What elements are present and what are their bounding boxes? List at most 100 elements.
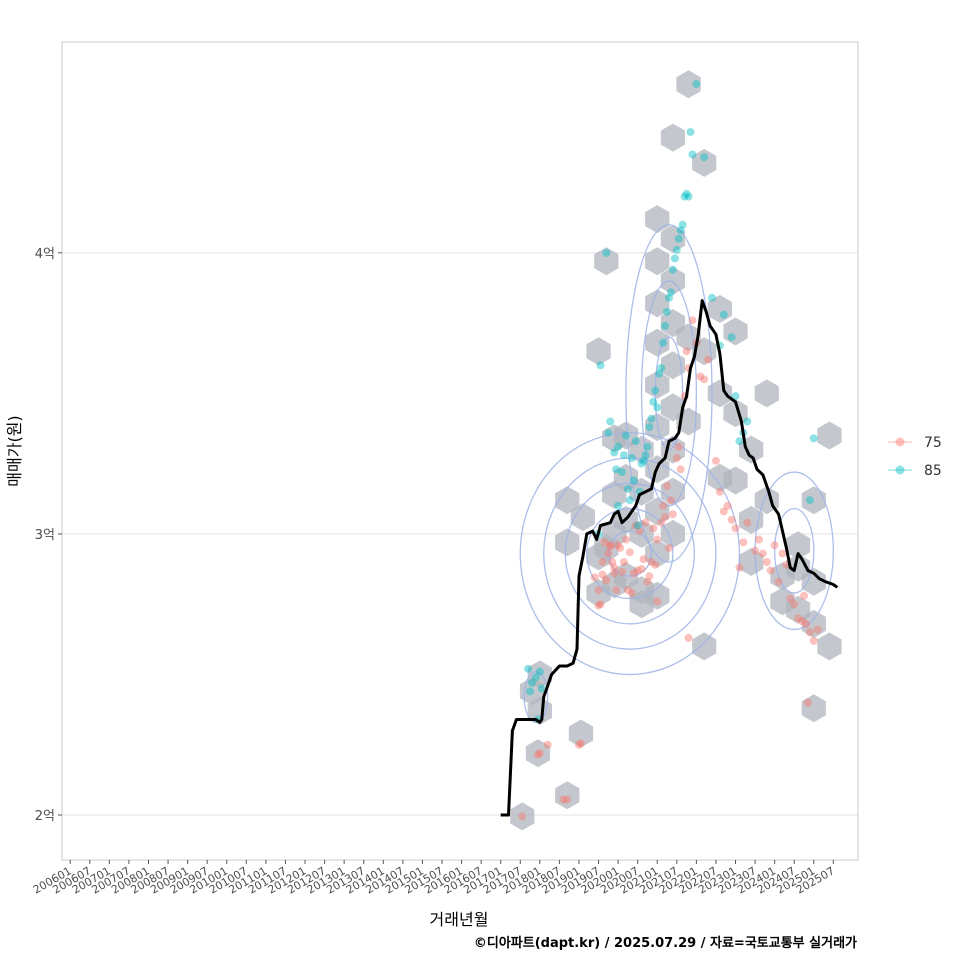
hexbin	[786, 531, 811, 560]
caption: ©디아파트(dapt.kr) / 2025.07.29 / 자료=국토교통부 실…	[474, 935, 857, 951]
point-75	[633, 566, 642, 575]
point-85	[688, 150, 697, 159]
y-tick-label: 3억	[35, 528, 55, 543]
hexbin	[586, 337, 611, 366]
point-75	[604, 549, 613, 558]
point-85	[645, 423, 654, 432]
hexbin	[801, 486, 826, 515]
density-contour	[754, 471, 834, 631]
point-85	[655, 369, 664, 378]
point-85	[614, 442, 623, 451]
hexbin	[770, 587, 795, 616]
point-75	[711, 456, 720, 465]
point-75	[758, 549, 767, 558]
point-75	[735, 563, 744, 572]
hexbin	[525, 739, 550, 768]
point-85	[649, 397, 658, 406]
point-85	[692, 80, 701, 89]
point-75	[647, 558, 656, 567]
y-tick-label: 4억	[35, 247, 55, 262]
hexbin	[555, 486, 580, 515]
point-75	[606, 542, 615, 551]
trend-line	[500, 299, 839, 817]
point-85	[606, 417, 615, 426]
point-75	[805, 628, 814, 637]
point-75	[643, 577, 652, 586]
hexbin	[817, 632, 842, 661]
point-75	[641, 518, 650, 527]
point-75	[600, 538, 609, 547]
point-85	[664, 293, 673, 302]
hexbin	[555, 781, 580, 810]
point-75	[619, 558, 628, 567]
legend-key-75	[895, 437, 905, 447]
hexbin	[692, 632, 717, 661]
hexbin	[676, 70, 701, 99]
point-75	[762, 558, 771, 567]
point-85	[526, 687, 535, 696]
point-85	[678, 220, 687, 229]
point-85	[639, 456, 648, 465]
point-75	[535, 749, 544, 758]
hexbin	[660, 123, 685, 152]
point-85	[653, 403, 662, 412]
point-75	[594, 586, 603, 595]
point-75	[602, 576, 611, 585]
point-85	[631, 437, 640, 446]
hexbin	[801, 694, 826, 723]
density-contour	[543, 457, 717, 650]
point-75	[598, 558, 607, 567]
point-85	[524, 664, 533, 673]
point-85	[633, 521, 642, 530]
point-75	[803, 698, 812, 707]
point-75	[659, 501, 668, 510]
point-75	[614, 541, 623, 550]
point-75	[813, 625, 822, 634]
hexbin	[723, 317, 748, 346]
hexbin	[801, 567, 826, 596]
point-85	[604, 428, 613, 437]
point-75	[766, 566, 775, 575]
x-axis-title: 거래년월	[430, 910, 489, 929]
hexbin	[723, 466, 748, 495]
point-75	[790, 600, 799, 609]
point-75	[700, 375, 709, 384]
density-contour	[773, 507, 815, 594]
point-85	[684, 192, 693, 201]
hexbin	[645, 247, 670, 276]
plot-panel	[62, 42, 858, 860]
point-85	[719, 310, 728, 319]
point-85	[612, 465, 621, 474]
hexbin	[645, 413, 670, 442]
point-85	[700, 153, 709, 162]
point-85	[596, 361, 605, 370]
point-75	[635, 527, 644, 536]
point-75	[801, 619, 810, 628]
point-85	[661, 321, 670, 330]
point-75	[663, 482, 672, 491]
point-85	[666, 288, 675, 297]
hexbin	[594, 247, 619, 276]
point-85	[641, 451, 650, 460]
point-85	[651, 386, 660, 395]
density-contour	[519, 432, 741, 676]
point-85	[805, 496, 814, 505]
point-75	[672, 454, 681, 463]
density-contour	[607, 530, 653, 577]
point-75	[664, 543, 673, 552]
point-85	[676, 226, 685, 235]
y-tick-label: 2억	[35, 809, 55, 824]
point-75	[661, 513, 670, 522]
point-75	[715, 487, 724, 496]
point-85	[731, 392, 740, 401]
point-75	[770, 541, 779, 550]
point-75	[610, 563, 619, 572]
point-85	[657, 364, 666, 373]
point-85	[708, 293, 717, 302]
hexbin	[660, 224, 685, 253]
point-75	[682, 347, 691, 356]
point-75	[559, 795, 568, 804]
point-85	[614, 501, 623, 510]
y-gridlines	[62, 252, 858, 816]
point-75	[612, 586, 621, 595]
